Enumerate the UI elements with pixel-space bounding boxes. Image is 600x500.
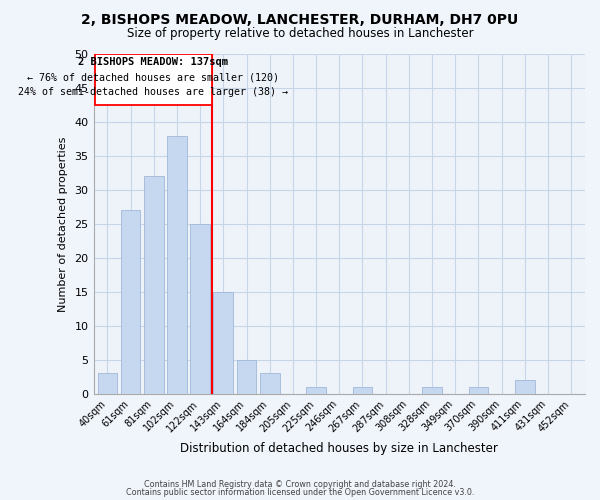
X-axis label: Distribution of detached houses by size in Lanchester: Distribution of detached houses by size … — [181, 442, 498, 455]
Bar — [515, 380, 535, 394]
Bar — [121, 210, 140, 394]
Text: ← 76% of detached houses are smaller (120): ← 76% of detached houses are smaller (12… — [27, 72, 279, 83]
Bar — [98, 374, 117, 394]
Bar — [469, 387, 488, 394]
Text: 2, BISHOPS MEADOW, LANCHESTER, DURHAM, DH7 0PU: 2, BISHOPS MEADOW, LANCHESTER, DURHAM, D… — [82, 12, 518, 26]
Text: 2 BISHOPS MEADOW: 137sqm: 2 BISHOPS MEADOW: 137sqm — [78, 58, 228, 68]
Text: Contains HM Land Registry data © Crown copyright and database right 2024.: Contains HM Land Registry data © Crown c… — [144, 480, 456, 489]
Text: Contains public sector information licensed under the Open Government Licence v3: Contains public sector information licen… — [126, 488, 474, 497]
Text: 24% of semi-detached houses are larger (38) →: 24% of semi-detached houses are larger (… — [18, 88, 288, 98]
Bar — [214, 292, 233, 394]
Bar — [260, 374, 280, 394]
Y-axis label: Number of detached properties: Number of detached properties — [58, 136, 68, 312]
Bar — [144, 176, 164, 394]
Text: Size of property relative to detached houses in Lanchester: Size of property relative to detached ho… — [127, 28, 473, 40]
Bar — [306, 387, 326, 394]
Bar — [167, 136, 187, 394]
Bar — [95, 54, 212, 105]
Bar — [236, 360, 256, 394]
Bar — [190, 224, 210, 394]
Bar — [353, 387, 372, 394]
Bar — [422, 387, 442, 394]
